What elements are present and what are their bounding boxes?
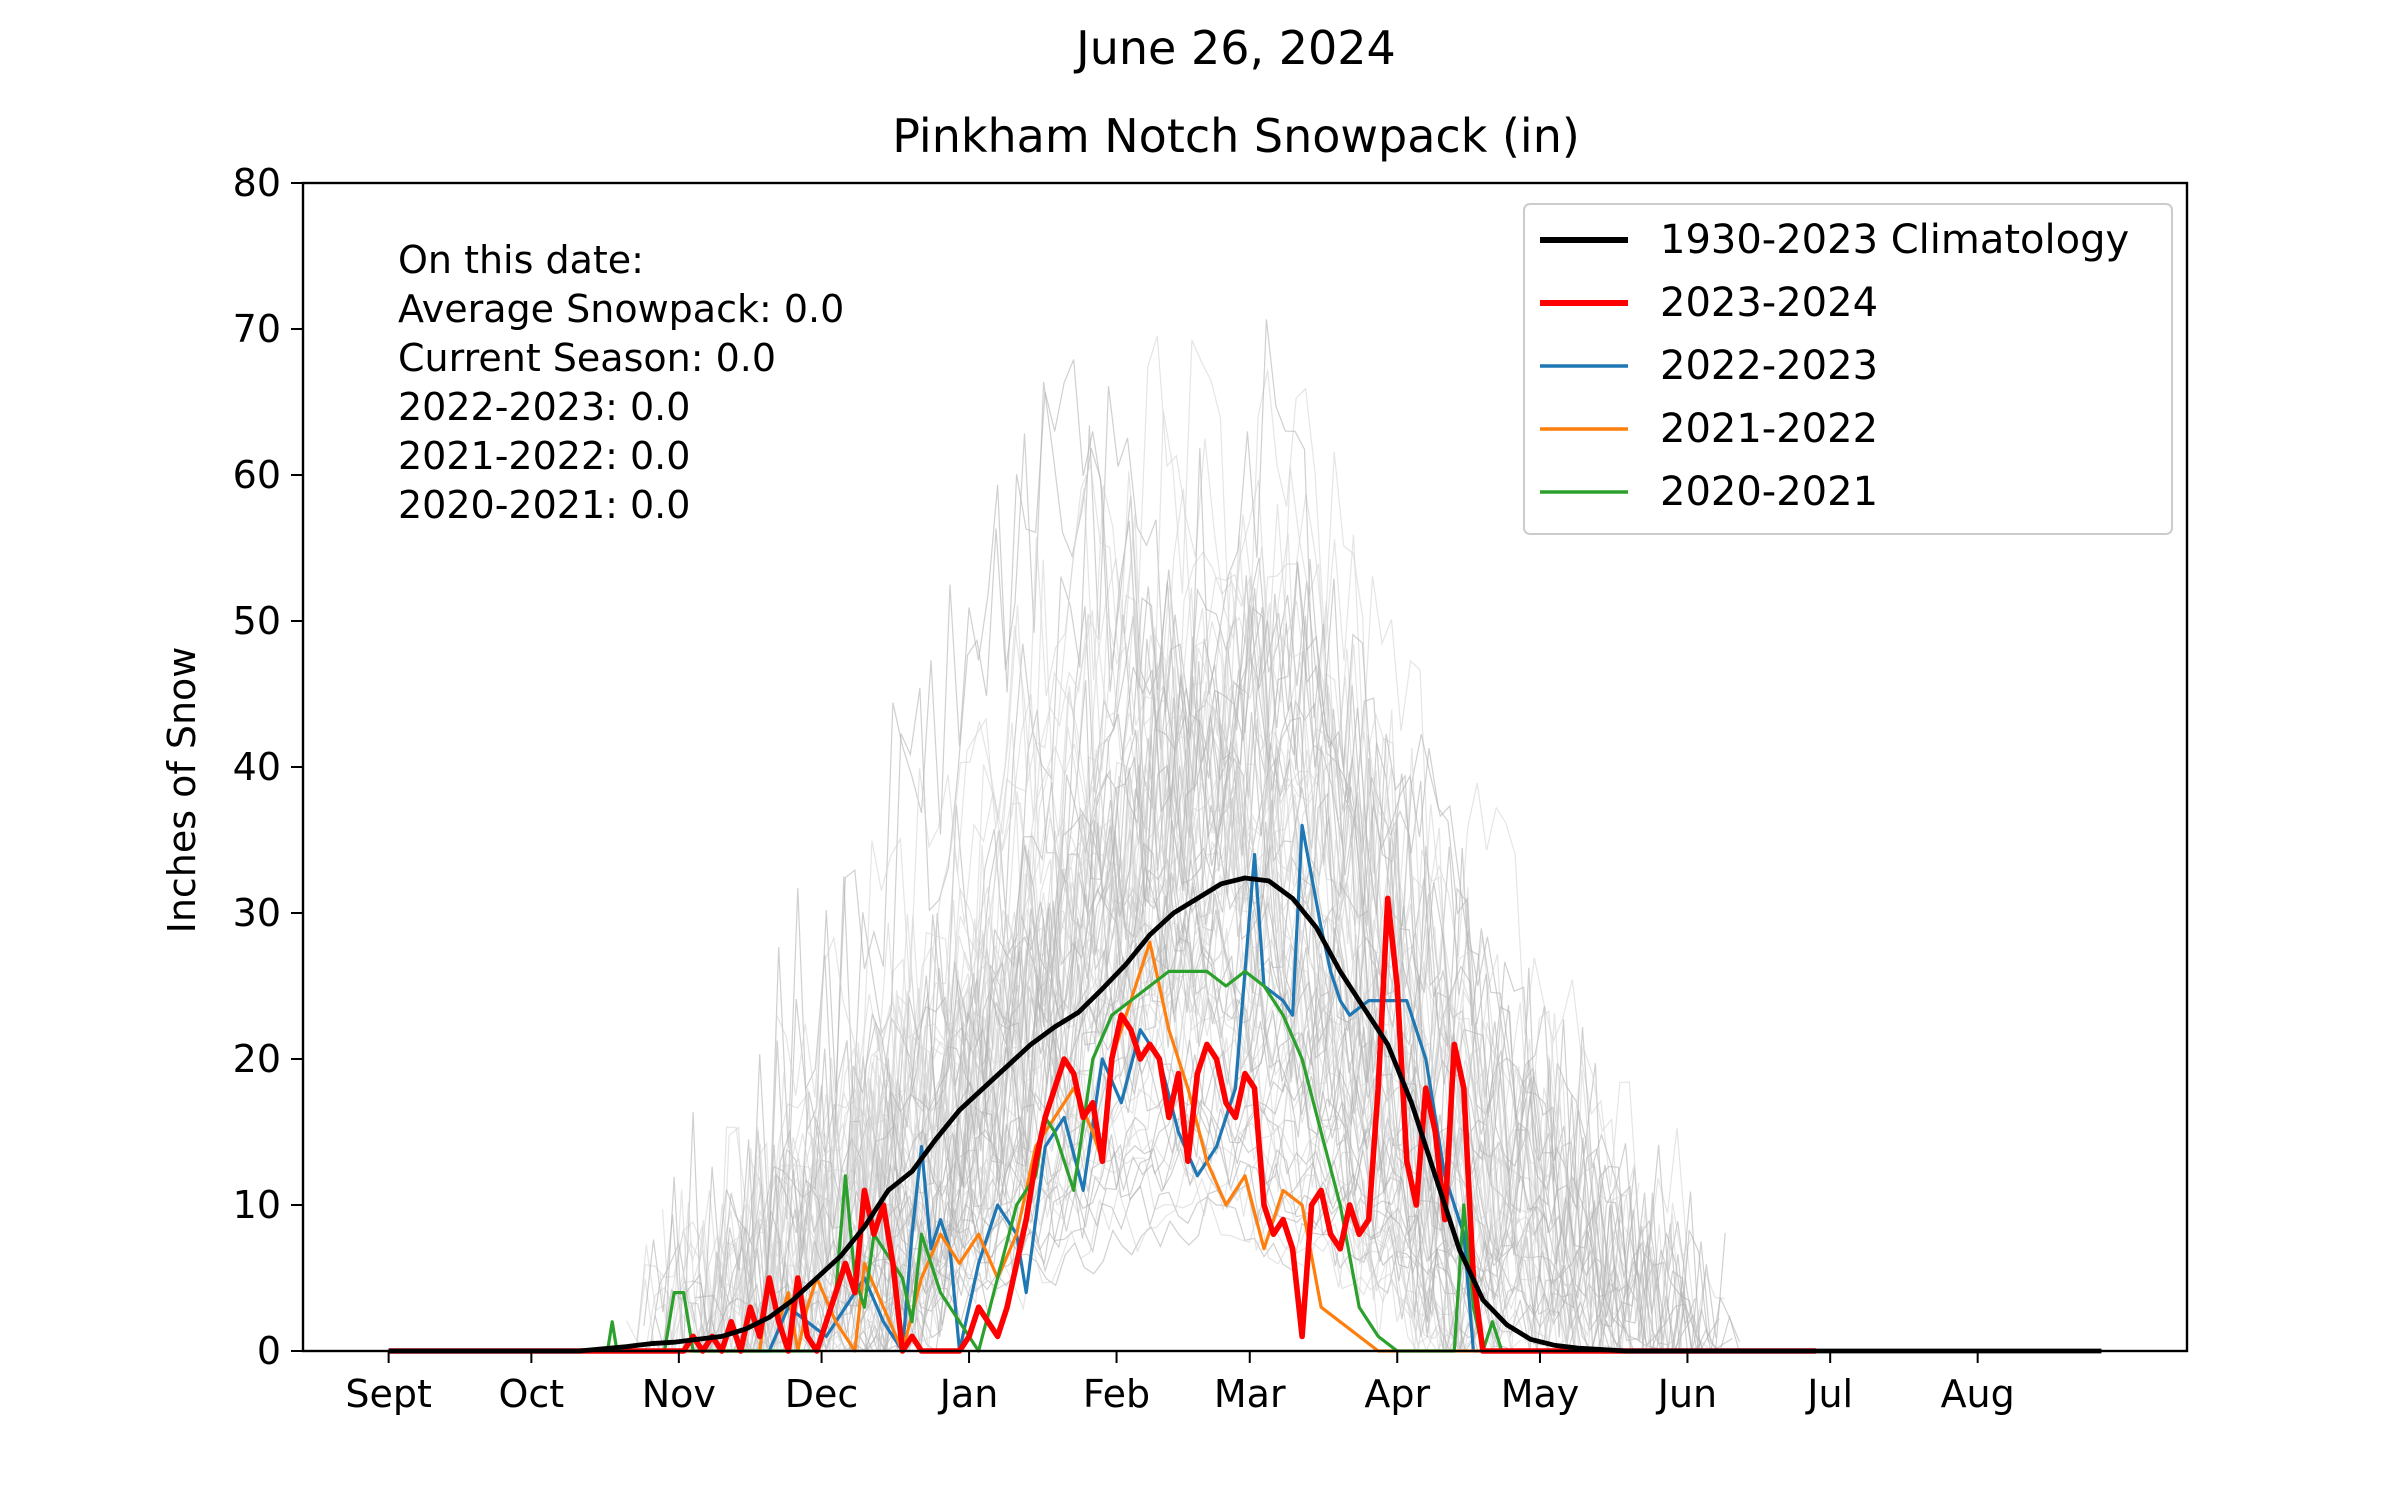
historical-season-line bbox=[753, 370, 1468, 1352]
plot-area: 0 10 20 30 40 50 60 70 80 Sept Oct Nov Dec Jan Feb Mar A… bbox=[233, 161, 2189, 1416]
annotation-line: 2020-2021: 0.0 bbox=[398, 483, 690, 527]
x-tick-label-oct: Oct bbox=[499, 1372, 565, 1416]
chart-suptitle: June 26, 2024 bbox=[1073, 21, 1396, 75]
historical-season-line bbox=[856, 319, 1477, 1353]
x-tick-label-aug: Aug bbox=[1941, 1372, 2015, 1416]
historical-season-line bbox=[861, 1122, 1462, 1354]
y-tick-label: 40 bbox=[233, 745, 281, 789]
x-tick-label-nov: Nov bbox=[642, 1372, 716, 1416]
y-tick-label: 70 bbox=[233, 307, 281, 351]
historical-season-line bbox=[750, 485, 1656, 1352]
historical-season-line bbox=[746, 638, 1709, 1352]
x-tick-label-feb: Feb bbox=[1083, 1372, 1150, 1416]
x-tick-label-jun: Jun bbox=[1656, 1372, 1717, 1416]
y-tick-label: 0 bbox=[257, 1329, 281, 1373]
series-line-1930-2023-climatology bbox=[388, 875, 2102, 1354]
historical-season-line bbox=[642, 961, 1700, 1353]
x-tick-label-may: May bbox=[1501, 1372, 1580, 1416]
historical-season-line bbox=[688, 561, 1479, 1353]
series-line-2023-2024 bbox=[388, 895, 1816, 1354]
y-tick-label: 30 bbox=[233, 891, 281, 935]
y-tick-label: 50 bbox=[233, 599, 281, 643]
annotation-line: 2021-2022: 0.0 bbox=[398, 434, 690, 478]
legend-entry: 1930-2023 Climatology bbox=[1660, 217, 2129, 263]
annotation-line: Current Season: 0.0 bbox=[398, 336, 776, 380]
y-tick-label: 10 bbox=[233, 1183, 281, 1227]
historical-season-line bbox=[819, 578, 1620, 1352]
legend-entry: 2021-2022 bbox=[1660, 406, 1878, 452]
historical-season-line bbox=[690, 381, 1501, 1352]
historical-season-line bbox=[659, 898, 1469, 1352]
x-tick-label-dec: Dec bbox=[785, 1372, 859, 1416]
legend-entry: 2022-2023 bbox=[1660, 343, 1878, 389]
legend-entry: 2023-2024 bbox=[1660, 280, 1878, 326]
legend-entry: 2020-2021 bbox=[1660, 469, 1878, 515]
legend-box bbox=[1523, 203, 2173, 535]
historical-season-line bbox=[694, 937, 1476, 1353]
x-tick-label-mar: Mar bbox=[1214, 1372, 1286, 1416]
chart-title: Pinkham Notch Snowpack (in) bbox=[892, 109, 1580, 163]
historical-season-line bbox=[661, 335, 1586, 1352]
historical-season-line bbox=[643, 559, 1672, 1352]
y-axis-label: Inches of Snow bbox=[160, 647, 204, 934]
y-tick-label: 60 bbox=[233, 453, 281, 497]
y-tick-label: 80 bbox=[233, 161, 281, 205]
y-tick-label: 20 bbox=[233, 1037, 281, 1081]
annotation-line: On this date: bbox=[398, 238, 644, 282]
x-tick-label-jan: Jan bbox=[938, 1372, 999, 1416]
x-tick-label-jul: Jul bbox=[1805, 1372, 1853, 1416]
x-tick-label-apr: Apr bbox=[1364, 1372, 1430, 1416]
series-line-2021-2022 bbox=[388, 940, 1816, 1353]
x-tick-label-sept: Sept bbox=[345, 1372, 432, 1416]
annotation-line: Average Snowpack: 0.0 bbox=[398, 287, 844, 331]
annotation-line: 2022-2023: 0.0 bbox=[398, 385, 690, 429]
